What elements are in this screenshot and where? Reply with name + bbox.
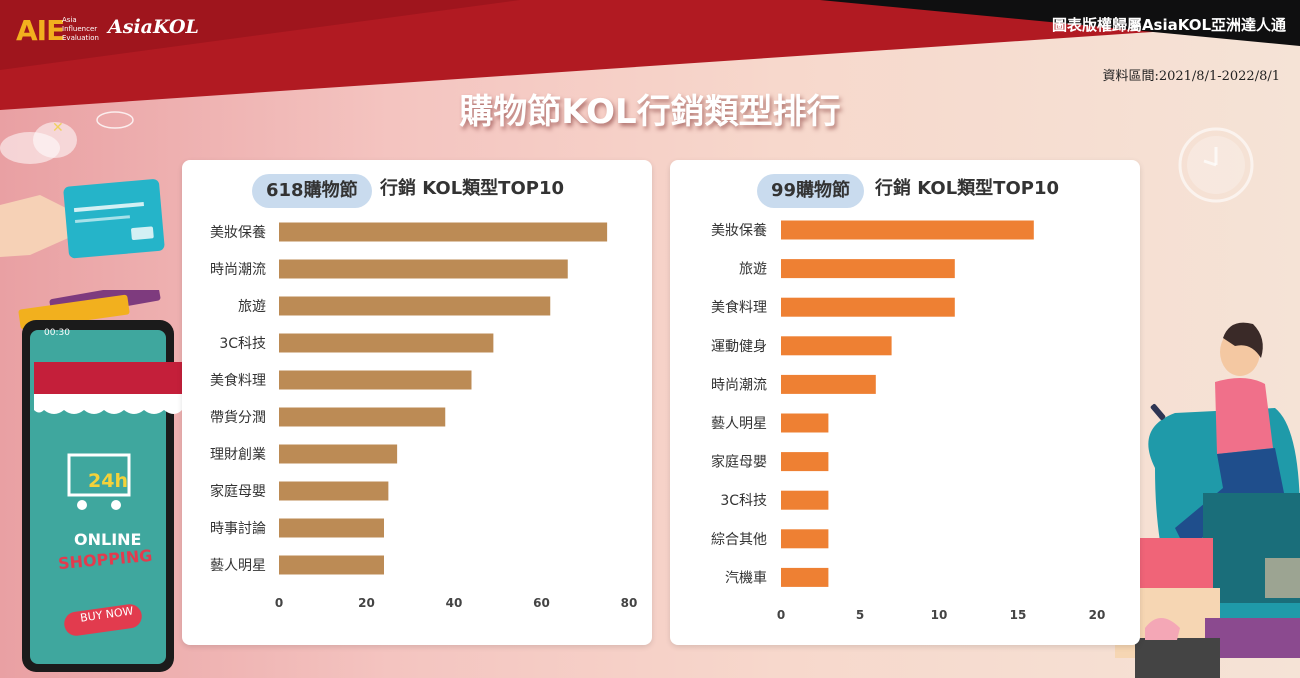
chart-title-618: 618購物節 行銷 KOL類型TOP10 [182,174,652,208]
category-label: 家庭母嬰 [711,454,767,471]
bar [781,567,829,587]
category-label: 綜合其他 [711,532,767,548]
bar [781,220,1034,240]
x-tick-label: 20 [1089,608,1106,622]
chart-title-99: 99購物節 行銷 KOL類型TOP10 [670,174,1140,208]
category-label: 時尚潮流 [210,262,266,278]
category-label: 美妝保養 [210,224,266,241]
svg-text:✕: ✕ [52,120,64,136]
x-tick-label: 60 [533,596,550,610]
bar [781,374,876,394]
top-banner [0,0,1300,110]
page-title: 購物節KOL行銷類型排行 [459,92,841,132]
aie-logo-subtitle: Asia Influencer Evaluation [62,16,99,42]
phone-time: 00:30 [44,328,70,338]
online-label: ONLINE [74,530,142,549]
asiakol-logo: AsiaKOL [108,16,199,38]
bar [781,259,955,279]
category-label: 家庭母嬰 [210,483,266,500]
x-tick-label: 15 [1010,608,1027,622]
bar [781,413,829,433]
bar [279,333,494,353]
x-tick-label: 0 [777,608,785,622]
chart-title-pill: 99購物節 [757,174,865,208]
bar [279,259,568,279]
category-label: 旅遊 [238,299,266,315]
aie-logo: AIE [16,14,65,47]
bar [781,336,892,356]
category-label: 美妝保養 [711,222,767,239]
smartphone-illustration [18,290,182,672]
bar [781,529,829,549]
chart-title-text: 行銷 KOL類型TOP10 [380,178,564,199]
bar [781,452,829,472]
category-label: 3C科技 [720,493,767,509]
store-hours: 24h [88,470,128,492]
category-label: 旅遊 [739,262,767,278]
chart-panel-99: 99購物節 行銷 KOL類型TOP10 美妝保養旅遊美食料理運動健身時尚潮流藝人… [670,160,1140,645]
cloud-icon: ✕ [0,111,134,164]
chart-panel-618: 618購物節 行銷 KOL類型TOP10 美妝保養時尚潮流旅遊 3C科技美食料理帶… [182,160,652,645]
bar [279,555,384,575]
x-tick-label: 20 [358,596,375,610]
copyright-notice: 圖表版權歸屬AsiaKOL亞洲達人通 [1051,16,1286,34]
x-tick-label: 10 [931,608,948,622]
shopper-illustration [1115,322,1300,678]
category-label: 3C科技 [219,336,266,352]
x-tick-label: 80 [621,596,638,610]
category-label: 時事討論 [210,521,266,537]
category-label: 美食料理 [711,299,767,316]
x-tick-label: 0 [275,596,283,610]
category-label: 運動健身 [711,339,767,355]
x-tick-label: 40 [446,596,463,610]
x-tick-label: 5 [856,608,864,622]
bar [279,407,446,427]
category-label: 藝人明星 [711,416,767,432]
chart-title-text: 行銷 KOL類型TOP10 [875,178,1059,199]
chart-title-pill: 618購物節 [252,174,372,208]
bar [279,370,472,390]
category-label: 汽機車 [725,569,767,586]
bar [279,444,398,464]
bar [781,490,829,510]
category-label: 美食料理 [210,372,266,389]
bar [279,296,551,316]
bar [781,297,955,317]
category-label: 理財創業 [210,447,266,463]
bar [279,481,389,501]
category-label: 藝人明星 [210,558,266,574]
date-range: 資料區間:2021/8/1-2022/8/1 [1102,69,1280,84]
category-label: 帶貨分潤 [210,409,266,426]
bar [279,222,608,242]
bar [279,518,384,538]
clock-icon [1178,127,1254,203]
credit-card-icon [0,179,165,259]
category-label: 時尚潮流 [711,377,767,393]
